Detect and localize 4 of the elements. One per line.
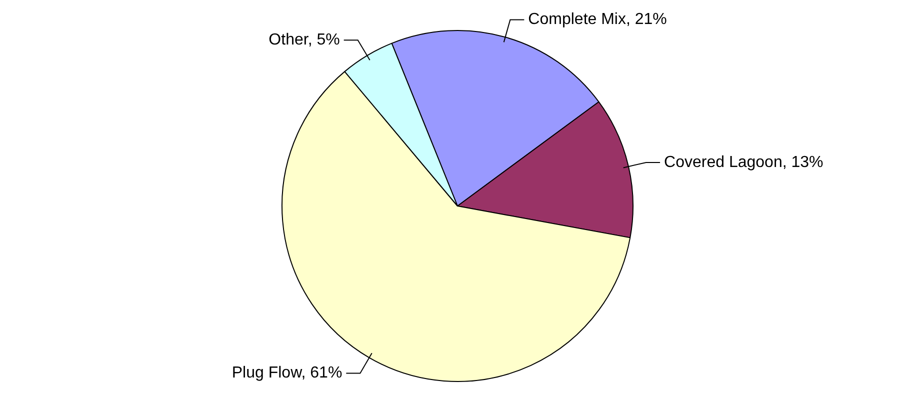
slice-label: Plug Flow, 61% xyxy=(232,364,342,382)
slice-label: Other, 5% xyxy=(268,32,340,49)
slice-label: Complete Mix, 21% xyxy=(528,11,667,28)
slice-label: Covered Lagoon, 13% xyxy=(664,154,824,171)
